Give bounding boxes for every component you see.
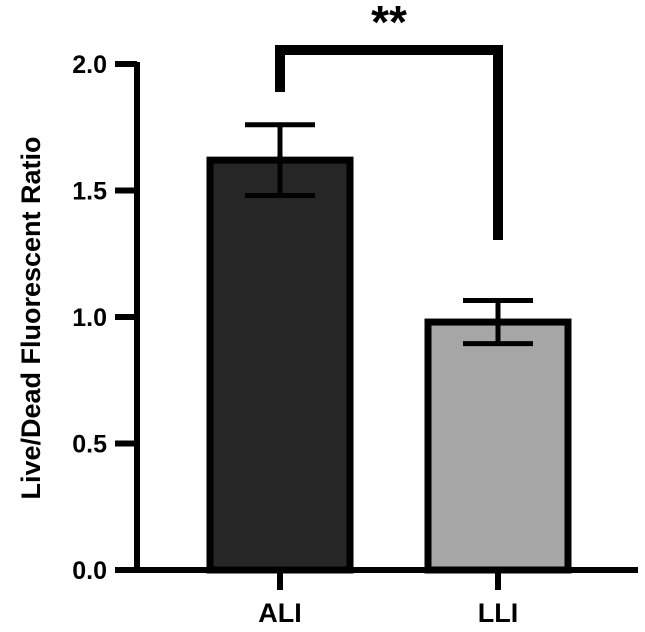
bracket-line xyxy=(275,45,503,240)
x-tick-label-ali: ALI xyxy=(258,598,302,628)
x-tick-labels: ALI LLI xyxy=(258,570,518,628)
y-ticks: 0.0 0.5 1.0 1.5 2.0 xyxy=(72,51,137,585)
y-tick-label: 1.0 xyxy=(72,304,107,332)
y-tick-label: 0.0 xyxy=(72,557,107,585)
y-tick-label: 0.5 xyxy=(72,431,107,459)
bar-ali xyxy=(206,156,354,574)
significance-label: ** xyxy=(371,0,407,48)
significance-bracket: ** xyxy=(275,0,503,240)
x-tick-label-lli: LLI xyxy=(478,598,519,628)
y-tick-label: 2.0 xyxy=(72,51,107,79)
bar-lli xyxy=(424,318,572,574)
bars xyxy=(206,156,572,574)
error-bars xyxy=(245,122,533,347)
y-axis-title: Live/Dead Fluorescent Ratio xyxy=(16,136,46,499)
y-tick-label: 1.5 xyxy=(72,178,107,206)
